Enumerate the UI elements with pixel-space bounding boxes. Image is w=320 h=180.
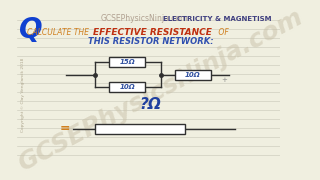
Text: 10Ω: 10Ω: [119, 84, 135, 90]
Text: 10Ω: 10Ω: [185, 72, 201, 78]
Bar: [95, 124, 185, 134]
Bar: [109, 82, 145, 92]
Text: GCSEPhysicsNinja.com: GCSEPhysicsNinja.com: [14, 5, 307, 176]
Bar: [175, 70, 211, 80]
Text: +: +: [221, 77, 227, 83]
Text: EFFECTIVE RESISTANCE: EFFECTIVE RESISTANCE: [93, 28, 212, 37]
Text: ELECTRICITY & MAGNETISM: ELECTRICITY & MAGNETISM: [163, 16, 271, 22]
Text: Copyright © Clay Venglarcik 2018: Copyright © Clay Venglarcik 2018: [21, 57, 25, 132]
Text: CALCULATE THE: CALCULATE THE: [27, 28, 91, 37]
Text: =: =: [60, 122, 70, 135]
Text: Q: Q: [19, 16, 43, 44]
Text: GCSEPhysicsNinja.com: GCSEPhysicsNinja.com: [101, 14, 188, 23]
Text: 15Ω: 15Ω: [119, 59, 135, 65]
Text: ?Ω: ?Ω: [139, 97, 161, 112]
Bar: [109, 57, 145, 67]
Text: THIS RESISTOR NETWORK:: THIS RESISTOR NETWORK:: [88, 37, 214, 46]
Text: OF: OF: [216, 28, 228, 37]
